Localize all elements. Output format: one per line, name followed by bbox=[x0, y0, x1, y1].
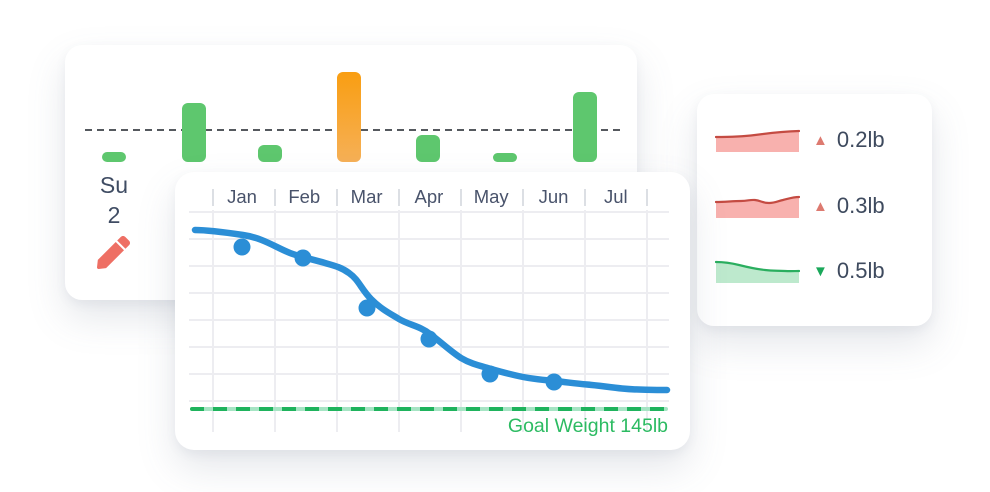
bar-highlighted bbox=[337, 72, 361, 162]
horizontal-gridline bbox=[189, 400, 669, 402]
data-point-dot bbox=[233, 238, 251, 256]
vertical-gridline bbox=[584, 210, 586, 432]
data-point-dot bbox=[358, 299, 376, 317]
horizontal-gridline bbox=[189, 346, 669, 348]
vertical-gridline bbox=[646, 210, 648, 432]
goal-weight-label: Goal Weight 145lb bbox=[507, 415, 668, 437]
axis-tick bbox=[460, 189, 462, 206]
edit-entry-button[interactable] bbox=[96, 236, 130, 270]
data-point-dot bbox=[545, 373, 563, 391]
goal-weight-dashed-line bbox=[190, 407, 668, 411]
axis-tick bbox=[274, 189, 276, 206]
horizontal-gridline bbox=[189, 319, 669, 321]
bar bbox=[416, 135, 440, 162]
vertical-gridline bbox=[398, 210, 400, 432]
axis-tick bbox=[336, 189, 338, 206]
up-triangle-icon: ▲ bbox=[813, 197, 828, 215]
month-label: May bbox=[473, 186, 509, 207]
trend-value: 0.2lb bbox=[836, 127, 885, 152]
horizontal-gridline bbox=[189, 265, 669, 267]
date-label: 2 bbox=[107, 202, 121, 228]
down-triangle-icon: ▼ bbox=[813, 262, 828, 280]
horizontal-gridline bbox=[189, 292, 669, 294]
vertical-gridline bbox=[274, 210, 276, 432]
axis-tick bbox=[212, 189, 214, 206]
sparkline-down-icon bbox=[715, 260, 800, 283]
bar bbox=[182, 103, 206, 162]
axis-tick bbox=[584, 189, 586, 206]
trend-row: ▼ 0.5lb bbox=[715, 257, 885, 285]
axis-tick bbox=[522, 189, 524, 206]
vertical-gridline bbox=[336, 210, 338, 432]
data-point-dot bbox=[294, 249, 312, 267]
data-point-dot bbox=[420, 330, 438, 348]
bar bbox=[573, 92, 597, 162]
bar bbox=[258, 145, 282, 162]
horizontal-gridline bbox=[189, 373, 669, 375]
sparkline-up-icon bbox=[715, 195, 800, 218]
trend-value: 0.5lb bbox=[836, 258, 885, 283]
weight-line-path bbox=[191, 226, 671, 394]
trend-row: ▲ 0.2lb bbox=[715, 126, 885, 154]
trend-row: ▲ 0.3lb bbox=[715, 192, 885, 220]
month-label: Jul bbox=[603, 186, 628, 207]
bar-track bbox=[65, 45, 637, 300]
month-label: Apr bbox=[414, 186, 444, 207]
bar bbox=[102, 152, 126, 162]
trend-value: 0.3lb bbox=[836, 193, 885, 218]
horizontal-gridline bbox=[189, 211, 669, 213]
axis-tick bbox=[646, 189, 648, 206]
vertical-gridline bbox=[522, 210, 524, 432]
weekly-trends-card: ▲ 0.2lb ▲ 0.3lb ▼ 0.5lb bbox=[697, 94, 932, 326]
month-label: Jan bbox=[227, 186, 257, 207]
vertical-gridline bbox=[460, 210, 462, 432]
vertical-gridline bbox=[212, 210, 214, 432]
axis-tick bbox=[398, 189, 400, 206]
month-label: Jun bbox=[538, 186, 569, 207]
month-label: Mar bbox=[350, 186, 383, 207]
day-label: Su bbox=[99, 172, 129, 198]
up-triangle-icon: ▲ bbox=[813, 131, 828, 149]
sparkline-up-icon bbox=[715, 129, 800, 152]
month-label: Feb bbox=[288, 186, 321, 207]
pencil-icon bbox=[96, 236, 130, 272]
bar bbox=[493, 153, 517, 162]
horizontal-gridline bbox=[189, 238, 669, 240]
weight-line-card: Jan Feb Mar Apr May Jun Jul Goal Weight 145lb bbox=[175, 172, 690, 450]
